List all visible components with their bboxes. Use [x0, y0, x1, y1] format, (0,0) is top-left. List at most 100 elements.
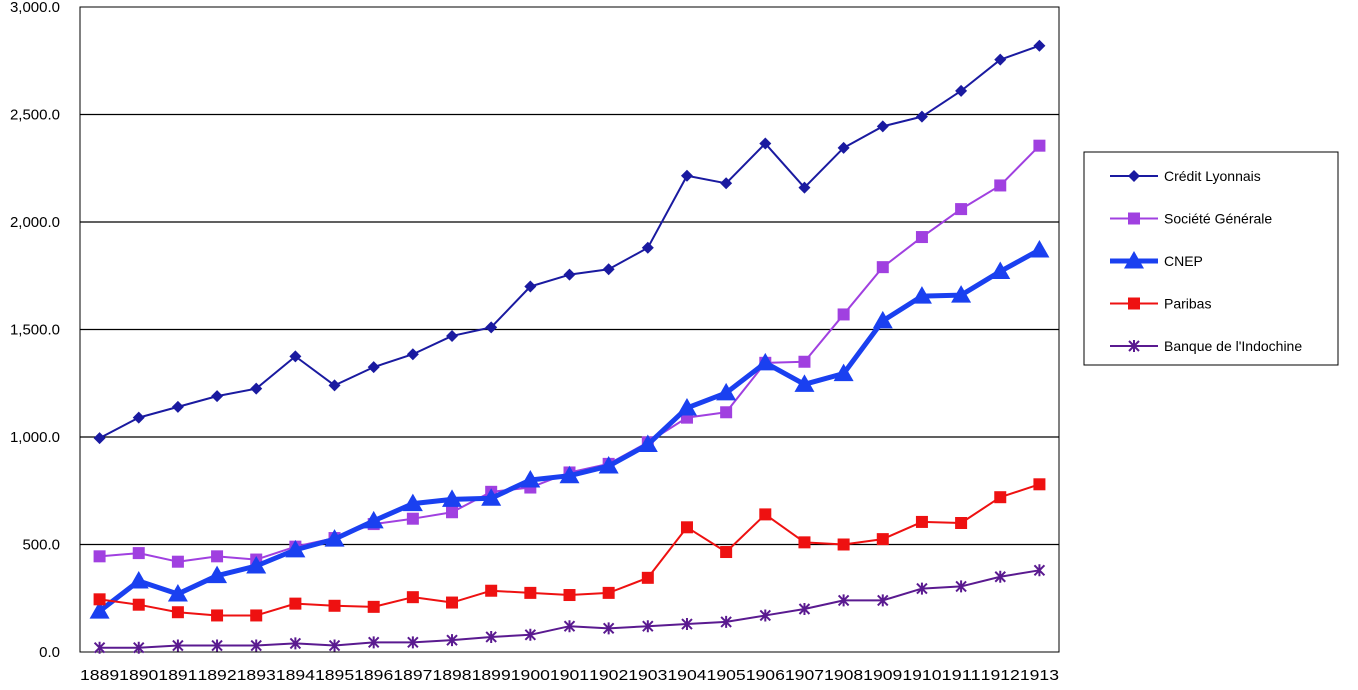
legend-label: Banque de l'Indochine	[1164, 338, 1302, 354]
data-point	[794, 374, 815, 392]
data-point	[1033, 39, 1046, 52]
data-point	[915, 110, 928, 123]
data-point	[211, 609, 224, 622]
data-point	[916, 582, 928, 595]
data-point	[716, 382, 737, 401]
data-point	[676, 397, 697, 416]
data-point	[872, 310, 893, 329]
data-point	[250, 639, 262, 652]
x-tick-label: 1891	[158, 667, 197, 684]
data-point	[563, 620, 576, 633]
data-point	[363, 510, 384, 529]
y-tick-label: 1,000.0	[10, 429, 60, 446]
x-tick-label: 1912	[981, 667, 1020, 684]
data-point	[524, 586, 537, 599]
data-point	[837, 308, 850, 321]
data-point	[637, 434, 658, 453]
data-point	[172, 639, 184, 652]
data-point	[759, 609, 772, 622]
data-point	[442, 489, 463, 507]
data-point	[485, 584, 498, 597]
data-point	[211, 639, 223, 652]
data-point	[250, 382, 263, 395]
data-point	[133, 641, 145, 654]
data-point	[759, 137, 772, 150]
data-point	[1033, 564, 1046, 577]
data-point	[915, 231, 928, 244]
legend-marker	[1124, 251, 1144, 269]
x-tick-label: 1890	[119, 667, 158, 684]
data-point	[93, 593, 106, 606]
x-tick-label: 1889	[80, 667, 119, 684]
legend-item: Crédit Lyonnais	[1110, 168, 1261, 184]
data-point	[289, 637, 302, 650]
data-point	[128, 571, 149, 589]
x-tick-label: 1902	[589, 667, 628, 684]
legend-item: Banque de l'Indochine	[1110, 338, 1302, 354]
data-point	[207, 565, 228, 584]
data-point	[641, 241, 654, 254]
data-point	[955, 203, 968, 216]
data-point	[407, 636, 419, 649]
data-point	[324, 529, 345, 547]
data-point	[520, 470, 541, 488]
x-tick-label: 1897	[393, 667, 432, 684]
data-point	[798, 603, 811, 615]
series-banque-de-l-indochine	[93, 564, 1046, 654]
x-tick-label: 1905	[707, 667, 746, 684]
data-point	[720, 546, 733, 559]
data-point	[994, 570, 1006, 583]
y-tick-label: 500.0	[22, 537, 60, 554]
data-point	[289, 597, 302, 610]
data-point	[93, 550, 106, 563]
legend-item: Paribas	[1110, 296, 1211, 312]
legend-marker	[1128, 340, 1140, 352]
data-point	[171, 400, 184, 413]
data-point	[171, 606, 184, 619]
x-tick-label: 1909	[863, 667, 902, 684]
grid	[79, 6, 1060, 653]
data-point	[951, 285, 972, 303]
data-point	[602, 586, 615, 599]
data-point	[328, 379, 341, 392]
data-point	[406, 591, 419, 604]
x-tick-label: 1893	[237, 667, 276, 684]
data-point	[759, 508, 772, 521]
data-point	[406, 512, 419, 525]
data-point	[446, 596, 459, 609]
data-point	[720, 177, 733, 190]
legend-marker	[1128, 297, 1140, 310]
x-tick-label: 1908	[824, 667, 863, 684]
legend-marker	[1128, 170, 1140, 182]
data-point	[911, 286, 932, 304]
data-point	[285, 539, 306, 558]
y-tick-label: 3,000.0	[10, 0, 60, 16]
y-tick-label: 2,000.0	[10, 214, 60, 231]
series-cnep	[89, 239, 1050, 619]
data-point	[563, 589, 576, 602]
data-point	[367, 636, 380, 649]
x-tick-label: 1903	[628, 667, 667, 684]
data-point	[755, 352, 776, 371]
data-point	[1029, 239, 1050, 258]
x-tick-label: 1895	[315, 667, 354, 684]
data-point	[833, 363, 854, 382]
data-point	[720, 615, 732, 628]
data-point	[89, 601, 110, 619]
series-paribas	[93, 478, 1046, 622]
data-point	[598, 456, 619, 474]
data-point	[720, 406, 733, 419]
data-point	[246, 556, 267, 574]
data-point	[446, 329, 459, 342]
data-point	[211, 550, 224, 563]
data-point	[915, 515, 928, 528]
x-tick-label: 1907	[785, 667, 824, 684]
data-point	[680, 521, 693, 534]
data-point	[563, 268, 576, 281]
data-point	[132, 598, 145, 611]
data-point	[994, 53, 1007, 66]
data-point	[524, 280, 537, 293]
x-axis-ticks: 1889 1890 1891 1892 1893 1894 1895 1896 1897 1898…	[80, 667, 1059, 684]
data-point	[171, 555, 184, 568]
